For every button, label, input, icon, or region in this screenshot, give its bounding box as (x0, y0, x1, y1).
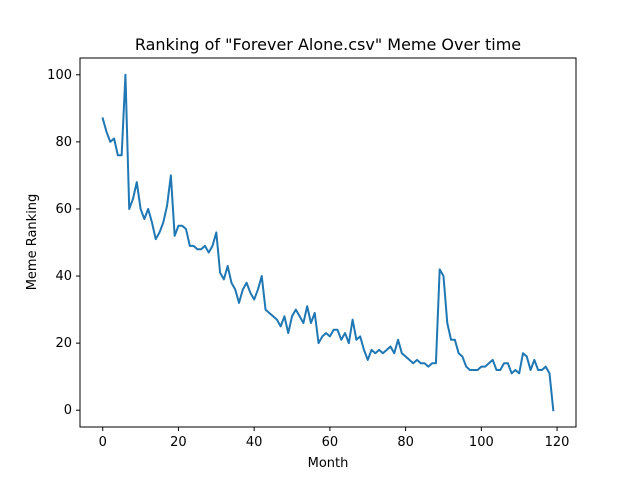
x-tick-label: 20 (170, 435, 187, 450)
chart-title: Ranking of "Forever Alone.csv" Meme Over… (135, 35, 521, 54)
y-tick-label: 80 (55, 135, 72, 150)
y-axis-ticks: 0 20 40 60 80 100 (47, 68, 80, 418)
x-tick-label: 60 (322, 435, 339, 450)
x-tick-label: 80 (397, 435, 414, 450)
y-tick-label: 0 (64, 403, 72, 418)
x-tick-label: 120 (545, 435, 570, 450)
y-tick-label: 20 (55, 336, 72, 351)
x-axis-label: Month (308, 456, 349, 471)
x-tick-label: 40 (246, 435, 263, 450)
x-tick-label: 100 (469, 435, 494, 450)
x-tick-label: 0 (99, 435, 107, 450)
plot-area-frame (79, 57, 577, 428)
y-axis-label: Meme Ranking (25, 194, 40, 291)
x-axis-ticks: 0 20 40 60 80 100 120 (99, 427, 570, 450)
series-line (101, 73, 555, 412)
y-tick-label: 60 (55, 202, 72, 217)
y-tick-label: 100 (47, 68, 72, 83)
y-tick-label: 40 (55, 269, 72, 284)
